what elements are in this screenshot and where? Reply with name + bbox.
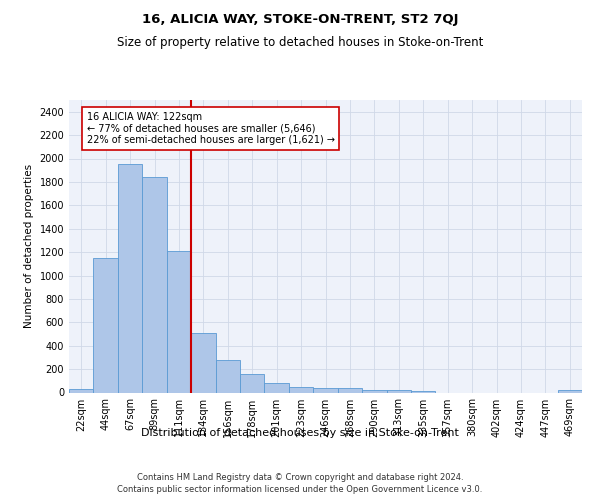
Y-axis label: Number of detached properties: Number of detached properties [24,164,34,328]
Text: 16, ALICIA WAY, STOKE-ON-TRENT, ST2 7QJ: 16, ALICIA WAY, STOKE-ON-TRENT, ST2 7QJ [142,12,458,26]
Bar [313,388,338,392]
Bar [265,382,289,392]
Bar [215,360,240,392]
Text: Contains public sector information licensed under the Open Government Licence v3: Contains public sector information licen… [118,486,482,494]
Bar [142,177,167,392]
Bar [94,258,118,392]
Bar [118,164,142,392]
Bar [338,388,362,392]
Bar [557,390,582,392]
Bar [69,389,94,392]
Text: Distribution of detached houses by size in Stoke-on-Trent: Distribution of detached houses by size … [141,428,459,438]
Text: 16 ALICIA WAY: 122sqm
← 77% of detached houses are smaller (5,646)
22% of semi-d: 16 ALICIA WAY: 122sqm ← 77% of detached … [86,112,335,145]
Text: Size of property relative to detached houses in Stoke-on-Trent: Size of property relative to detached ho… [117,36,483,49]
Bar [240,374,265,392]
Text: Contains HM Land Registry data © Crown copyright and database right 2024.: Contains HM Land Registry data © Crown c… [137,473,463,482]
Bar [167,251,191,392]
Bar [386,390,411,392]
Bar [362,390,386,392]
Bar [289,386,313,392]
Bar [191,333,215,392]
